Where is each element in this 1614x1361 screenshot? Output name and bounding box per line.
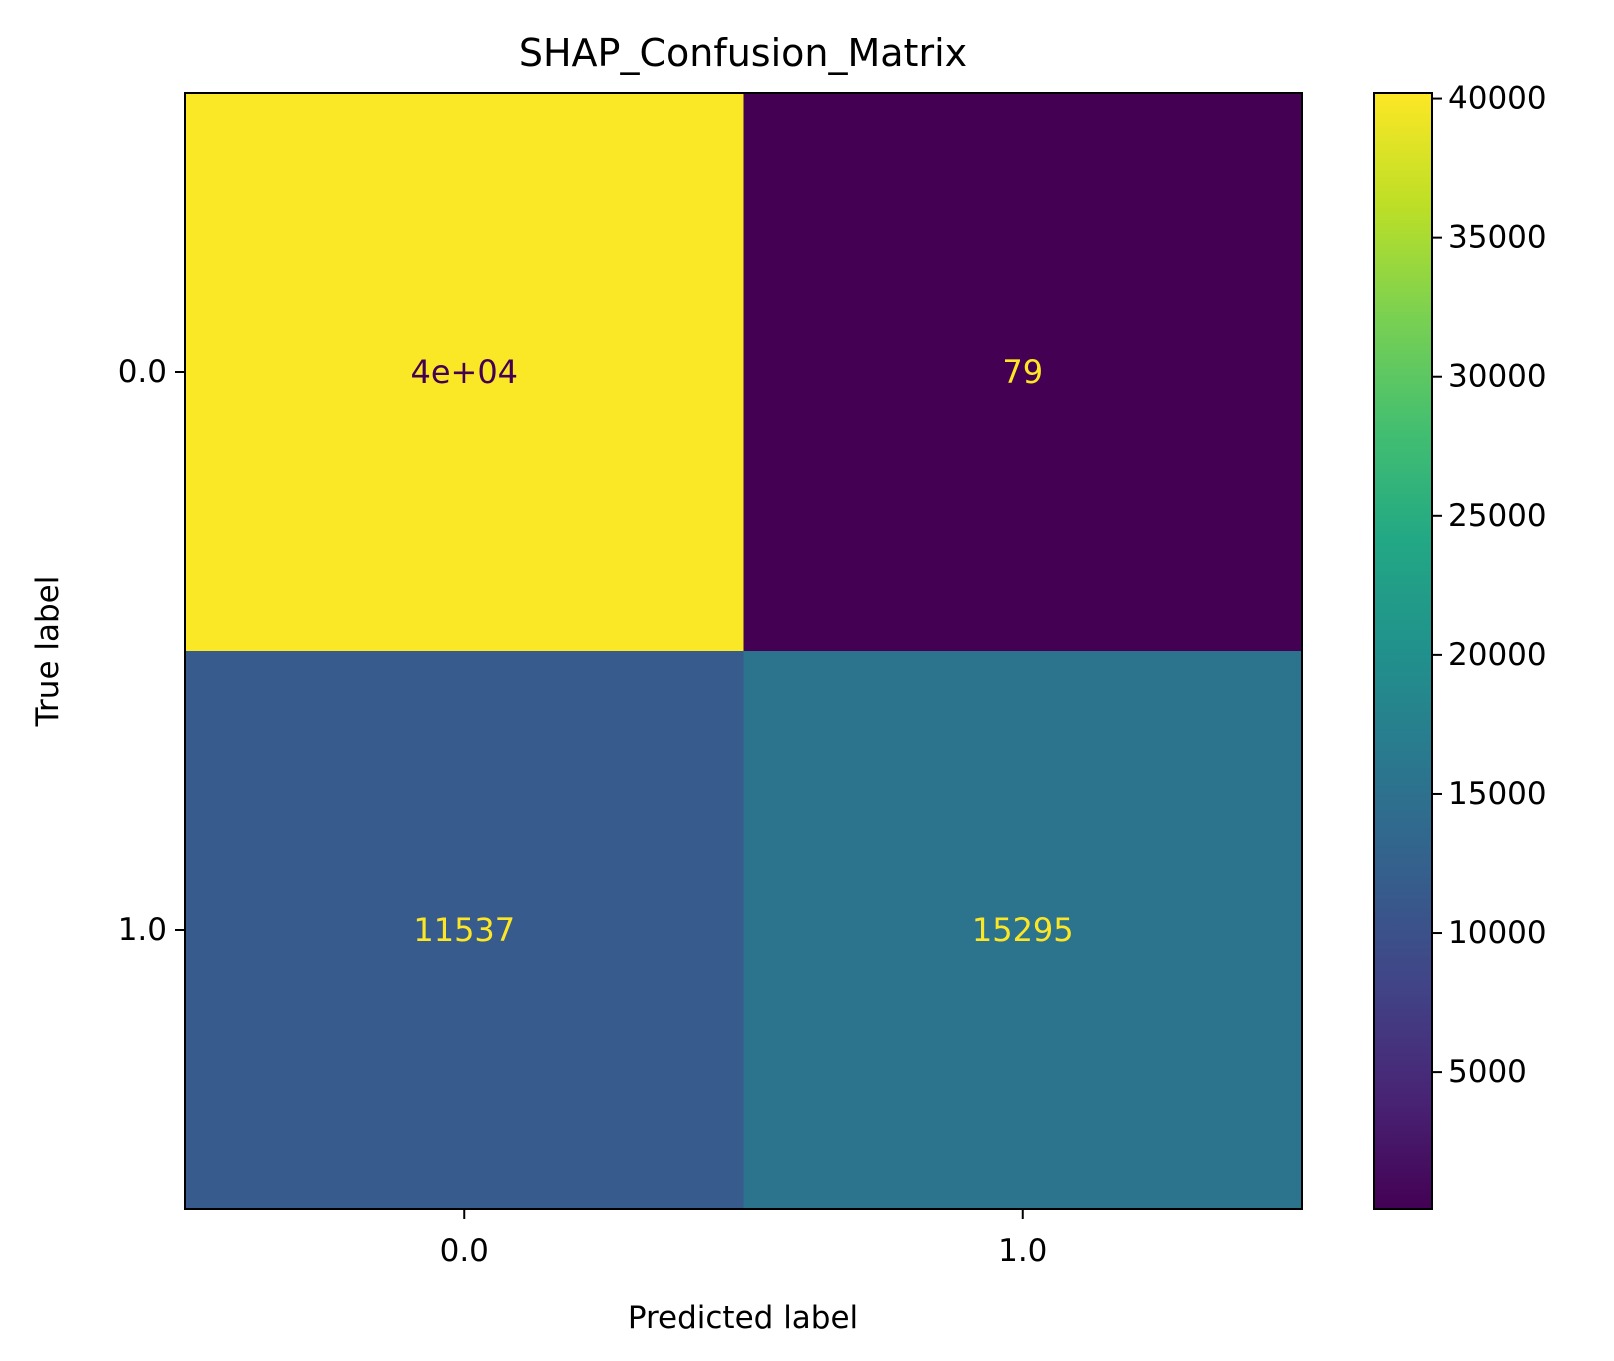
heatmap-cell-r0-c0 bbox=[185, 93, 744, 652]
colorbar bbox=[1373, 92, 1433, 1210]
y-axis-label: True label bbox=[30, 576, 66, 728]
plot-frame bbox=[184, 92, 1303, 1210]
colorbar-tick-label: 5000 bbox=[1448, 1054, 1527, 1090]
heatmap-cell-labels: 4e+04 79 11537 15295 bbox=[410, 353, 1073, 949]
x-tick-label: 0.0 bbox=[440, 1233, 489, 1269]
x-axis-ticks: 0.0 1.0 bbox=[440, 1209, 1047, 1269]
colorbar-tick-label: 30000 bbox=[1448, 359, 1547, 395]
x-tick-label: 1.0 bbox=[998, 1233, 1047, 1269]
colorbar-tick-label: 25000 bbox=[1448, 498, 1547, 534]
colorbar-tick-label: 10000 bbox=[1448, 915, 1547, 951]
heatmap-cells bbox=[185, 93, 1303, 1210]
cell-value-label-r1-c0: 11537 bbox=[413, 911, 515, 949]
heatmap-cell-r1-c0 bbox=[185, 651, 744, 1210]
colorbar-tick-label: 35000 bbox=[1448, 220, 1547, 256]
y-axis-ticks: 0.0 1.0 bbox=[118, 354, 185, 948]
heatmap-cell-r0-c1 bbox=[743, 93, 1303, 652]
colorbar-tick-label: 40000 bbox=[1448, 81, 1547, 117]
y-tick-label: 0.0 bbox=[118, 354, 167, 390]
chart-title: SHAP_Confusion_Matrix bbox=[519, 31, 967, 75]
colorbar-ticks: 5000 10000 15000 20000 25000 30000 35000 40000 bbox=[1432, 81, 1547, 1090]
x-axis-label: Predicted label bbox=[628, 1300, 858, 1336]
cell-value-label-r0-c1: 79 bbox=[1002, 353, 1043, 391]
cell-value-label-r0-c0: 4e+04 bbox=[410, 353, 518, 391]
y-tick-label: 1.0 bbox=[118, 912, 167, 948]
colorbar-tick-label: 20000 bbox=[1448, 637, 1547, 673]
cell-value-label-r1-c1: 15295 bbox=[972, 911, 1074, 949]
colorbar-tick-label: 15000 bbox=[1448, 776, 1547, 812]
heatmap-cell-r1-c1 bbox=[743, 651, 1303, 1210]
